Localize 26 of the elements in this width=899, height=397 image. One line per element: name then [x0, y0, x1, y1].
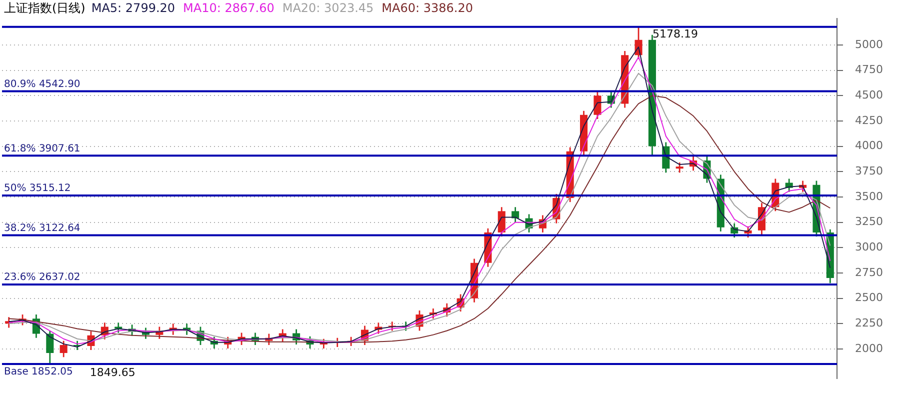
annotation: 1849.65 — [90, 366, 136, 380]
ref-line-label: Base 1852.05 — [4, 366, 73, 378]
y-tick-label: 3500 — [855, 190, 884, 203]
chart-title: 上证指数(日线) — [4, 1, 86, 16]
annotation: 5178.19 — [652, 27, 698, 40]
text: MA60: 3386.20 — [382, 1, 473, 16]
y-tick-label: 3000 — [855, 240, 884, 254]
y-tick-label: 2750 — [855, 266, 884, 279]
y-tick-label: 3250 — [855, 215, 884, 228]
ref-line-label: 23.6% 2637.02 — [4, 272, 80, 284]
y-tick-label: 4750 — [855, 63, 884, 76]
text: MA20: 3023.45 — [282, 1, 374, 16]
text: MA5: 2799.20 — [91, 1, 176, 16]
y-tick-label: 3750 — [855, 164, 884, 178]
y-tick-label: 5000 — [855, 38, 884, 51]
y-tick-label: 4500 — [855, 88, 884, 102]
ref-line-label: 61.8% 3907.61 — [4, 143, 80, 154]
y-tick-label: 2500 — [855, 291, 884, 304]
ref-line-label: 80.9% 4542.90 — [4, 78, 80, 90]
text: MA10: 2867.60 — [183, 1, 274, 16]
y-tick-label: 4000 — [855, 139, 884, 152]
ref-line-label: 50% 3515.12 — [4, 183, 71, 194]
y-tick-label: 4250 — [855, 114, 884, 127]
ref-line-label: 38.2% 3122.64 — [4, 222, 80, 234]
y-tick-label: 2000 — [855, 342, 884, 355]
y-tick-label: 2250 — [855, 316, 884, 330]
